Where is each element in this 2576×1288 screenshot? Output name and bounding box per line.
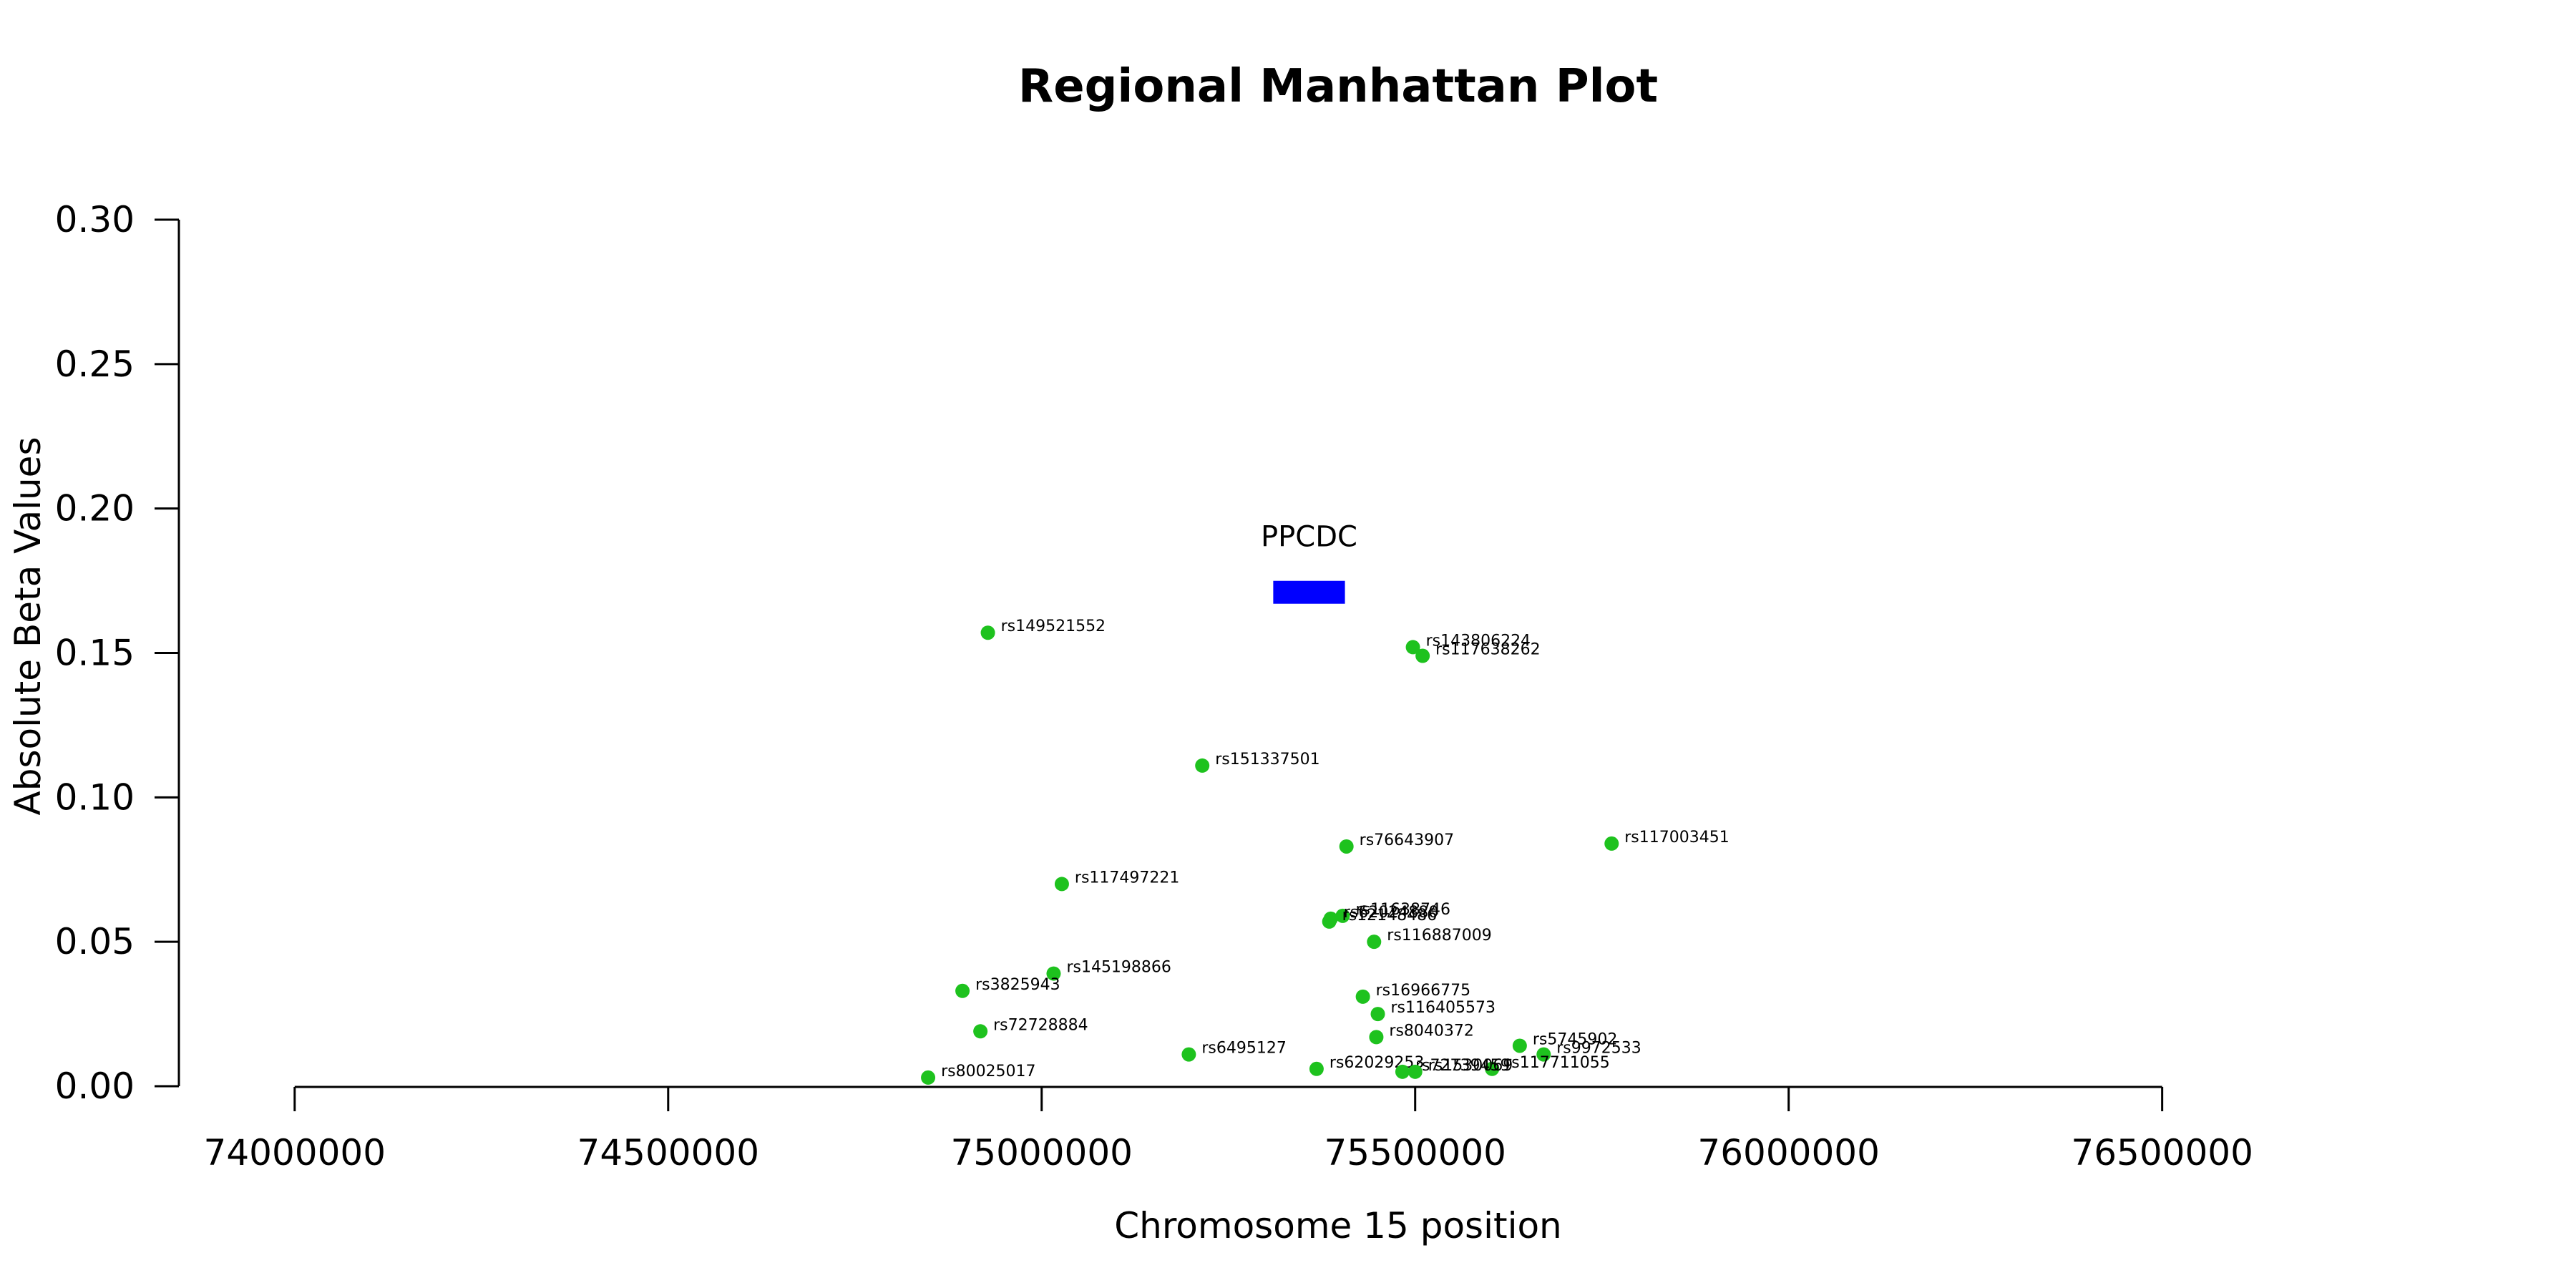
snp-label: rs117003451 (1624, 829, 1729, 847)
y-tick-label: 0.10 (55, 776, 135, 818)
snp-label: rs1530069 (1428, 1057, 1513, 1075)
snp-label: rs117497221 (1075, 869, 1179, 887)
snp-point (955, 983, 970, 998)
snp-label: rs5745902 (1533, 1030, 1618, 1048)
snp-label: rs3825943 (975, 976, 1060, 994)
y-tick-label: 0.30 (55, 199, 135, 240)
snp-point (1335, 908, 1350, 923)
x-tick-label: 75000000 (950, 1132, 1133, 1174)
snp-point (980, 625, 995, 640)
x-tick-label: 76500000 (2071, 1132, 2253, 1174)
snp-label: rs80025017 (941, 1063, 1035, 1080)
snp-label: rs145198866 (1066, 959, 1171, 977)
snp-label: rs12148486 (1342, 907, 1437, 924)
snp-label: rs62024880 (1344, 904, 1438, 922)
snp-label: rs143806224 (1426, 632, 1531, 650)
gene-track: PPCDC (1261, 521, 1357, 604)
x-axis-label: Chromosome 15 position (1114, 1205, 1562, 1246)
chart-title: Regional Manhattan Plot (1018, 60, 1658, 113)
x-tick-label: 76000000 (1697, 1132, 1880, 1174)
y-tick-label: 0.25 (55, 343, 135, 385)
snp-label: rs72739459 (1415, 1057, 1510, 1075)
snp-label: rs76643907 (1360, 831, 1454, 849)
snp-label: rs6495127 (1201, 1040, 1287, 1058)
snp-point (1407, 1064, 1423, 1079)
snp-label: rs8040372 (1389, 1022, 1474, 1040)
y-tick-label: 0.20 (55, 488, 135, 530)
snp-point (1195, 758, 1210, 773)
y-axis-label: Absolute Beta Values (7, 437, 49, 816)
snp-point (1415, 648, 1430, 663)
snp-point (1485, 1061, 1500, 1076)
snp-point (1054, 877, 1069, 892)
snp-point (1367, 935, 1382, 950)
snp-point (1369, 1030, 1384, 1045)
gene-label: PPCDC (1261, 521, 1357, 554)
snp-label: rs116405573 (1391, 999, 1496, 1017)
snp-label: rs11638746 (1355, 901, 1450, 919)
snp-label: rs9972533 (1556, 1040, 1641, 1058)
snp-point (1536, 1047, 1551, 1062)
x-tick-label: 74500000 (577, 1132, 760, 1174)
snp-point (1395, 1064, 1410, 1079)
snp-point (1181, 1047, 1196, 1062)
snp-point (1322, 914, 1337, 929)
y-tick-label: 0.15 (55, 633, 135, 674)
snp-point (1604, 836, 1619, 851)
snp-point (1512, 1038, 1527, 1053)
y-tick-label: 0.00 (55, 1065, 135, 1107)
snp-label: rs149521552 (1001, 618, 1106, 635)
snp-label: rs72728884 (993, 1016, 1088, 1034)
snp-label: rs116887009 (1387, 927, 1491, 945)
snp-point (921, 1070, 936, 1085)
snp-point (1309, 1061, 1324, 1076)
snp-point (1370, 1007, 1385, 1022)
axes: 0.00 0.05 0.10 0.15 0.20 0.25 0.30 74000000 7450… (55, 199, 2253, 1174)
x-tick-label: 74000000 (204, 1132, 386, 1174)
y-tick-label: 0.05 (55, 921, 135, 962)
snp-label: rs117711055 (1505, 1054, 1609, 1072)
snp-point (1339, 839, 1354, 854)
snp-point (973, 1024, 988, 1039)
snp-point (1405, 640, 1420, 655)
gene-bar (1273, 580, 1345, 604)
snp-label: rs16966775 (1376, 982, 1470, 1000)
snp-label: rs117638262 (1435, 641, 1540, 659)
snp-point (1046, 966, 1061, 981)
snp-label: rs151337501 (1215, 751, 1319, 769)
snp-point (1355, 989, 1370, 1004)
x-tick-label: 75500000 (1324, 1132, 1506, 1174)
